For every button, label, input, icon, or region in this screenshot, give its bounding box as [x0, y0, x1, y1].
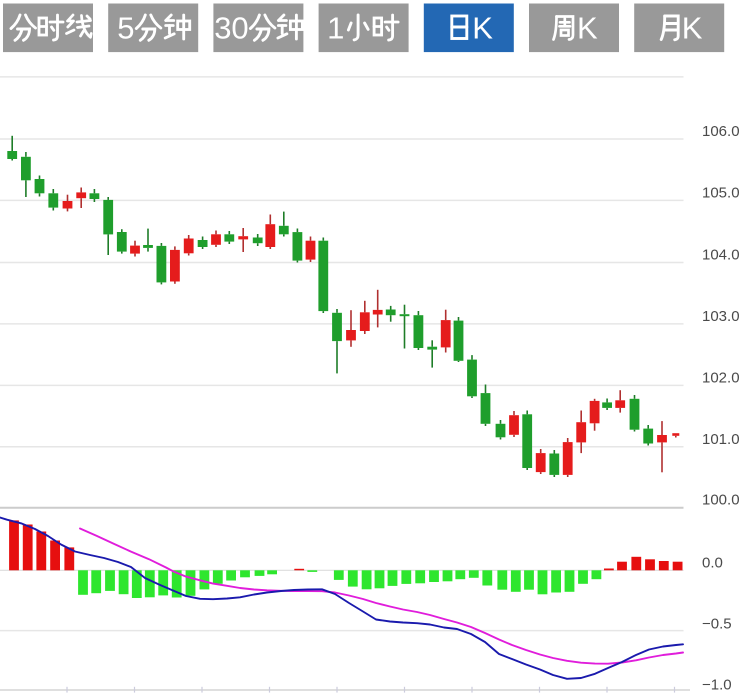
svg-text:100.0: 100.0	[702, 492, 740, 509]
svg-text:101.0: 101.0	[702, 431, 740, 448]
svg-text:−1.0: −1.0	[702, 677, 732, 694]
svg-text:K: K	[577, 11, 598, 46]
svg-text:1: 1	[327, 11, 344, 46]
svg-text:103.0: 103.0	[702, 308, 740, 325]
svg-text:−0.5: −0.5	[702, 616, 732, 633]
svg-text:5: 5	[117, 11, 134, 46]
svg-text:K: K	[682, 11, 703, 46]
svg-text:K: K	[472, 11, 493, 46]
svg-text:102.0: 102.0	[702, 369, 740, 386]
svg-text:105.0: 105.0	[702, 184, 740, 201]
svg-text:104.0: 104.0	[702, 247, 740, 264]
svg-text:0.0: 0.0	[702, 555, 723, 572]
svg-text:30: 30	[214, 11, 248, 46]
svg-text:106.0: 106.0	[702, 123, 740, 140]
